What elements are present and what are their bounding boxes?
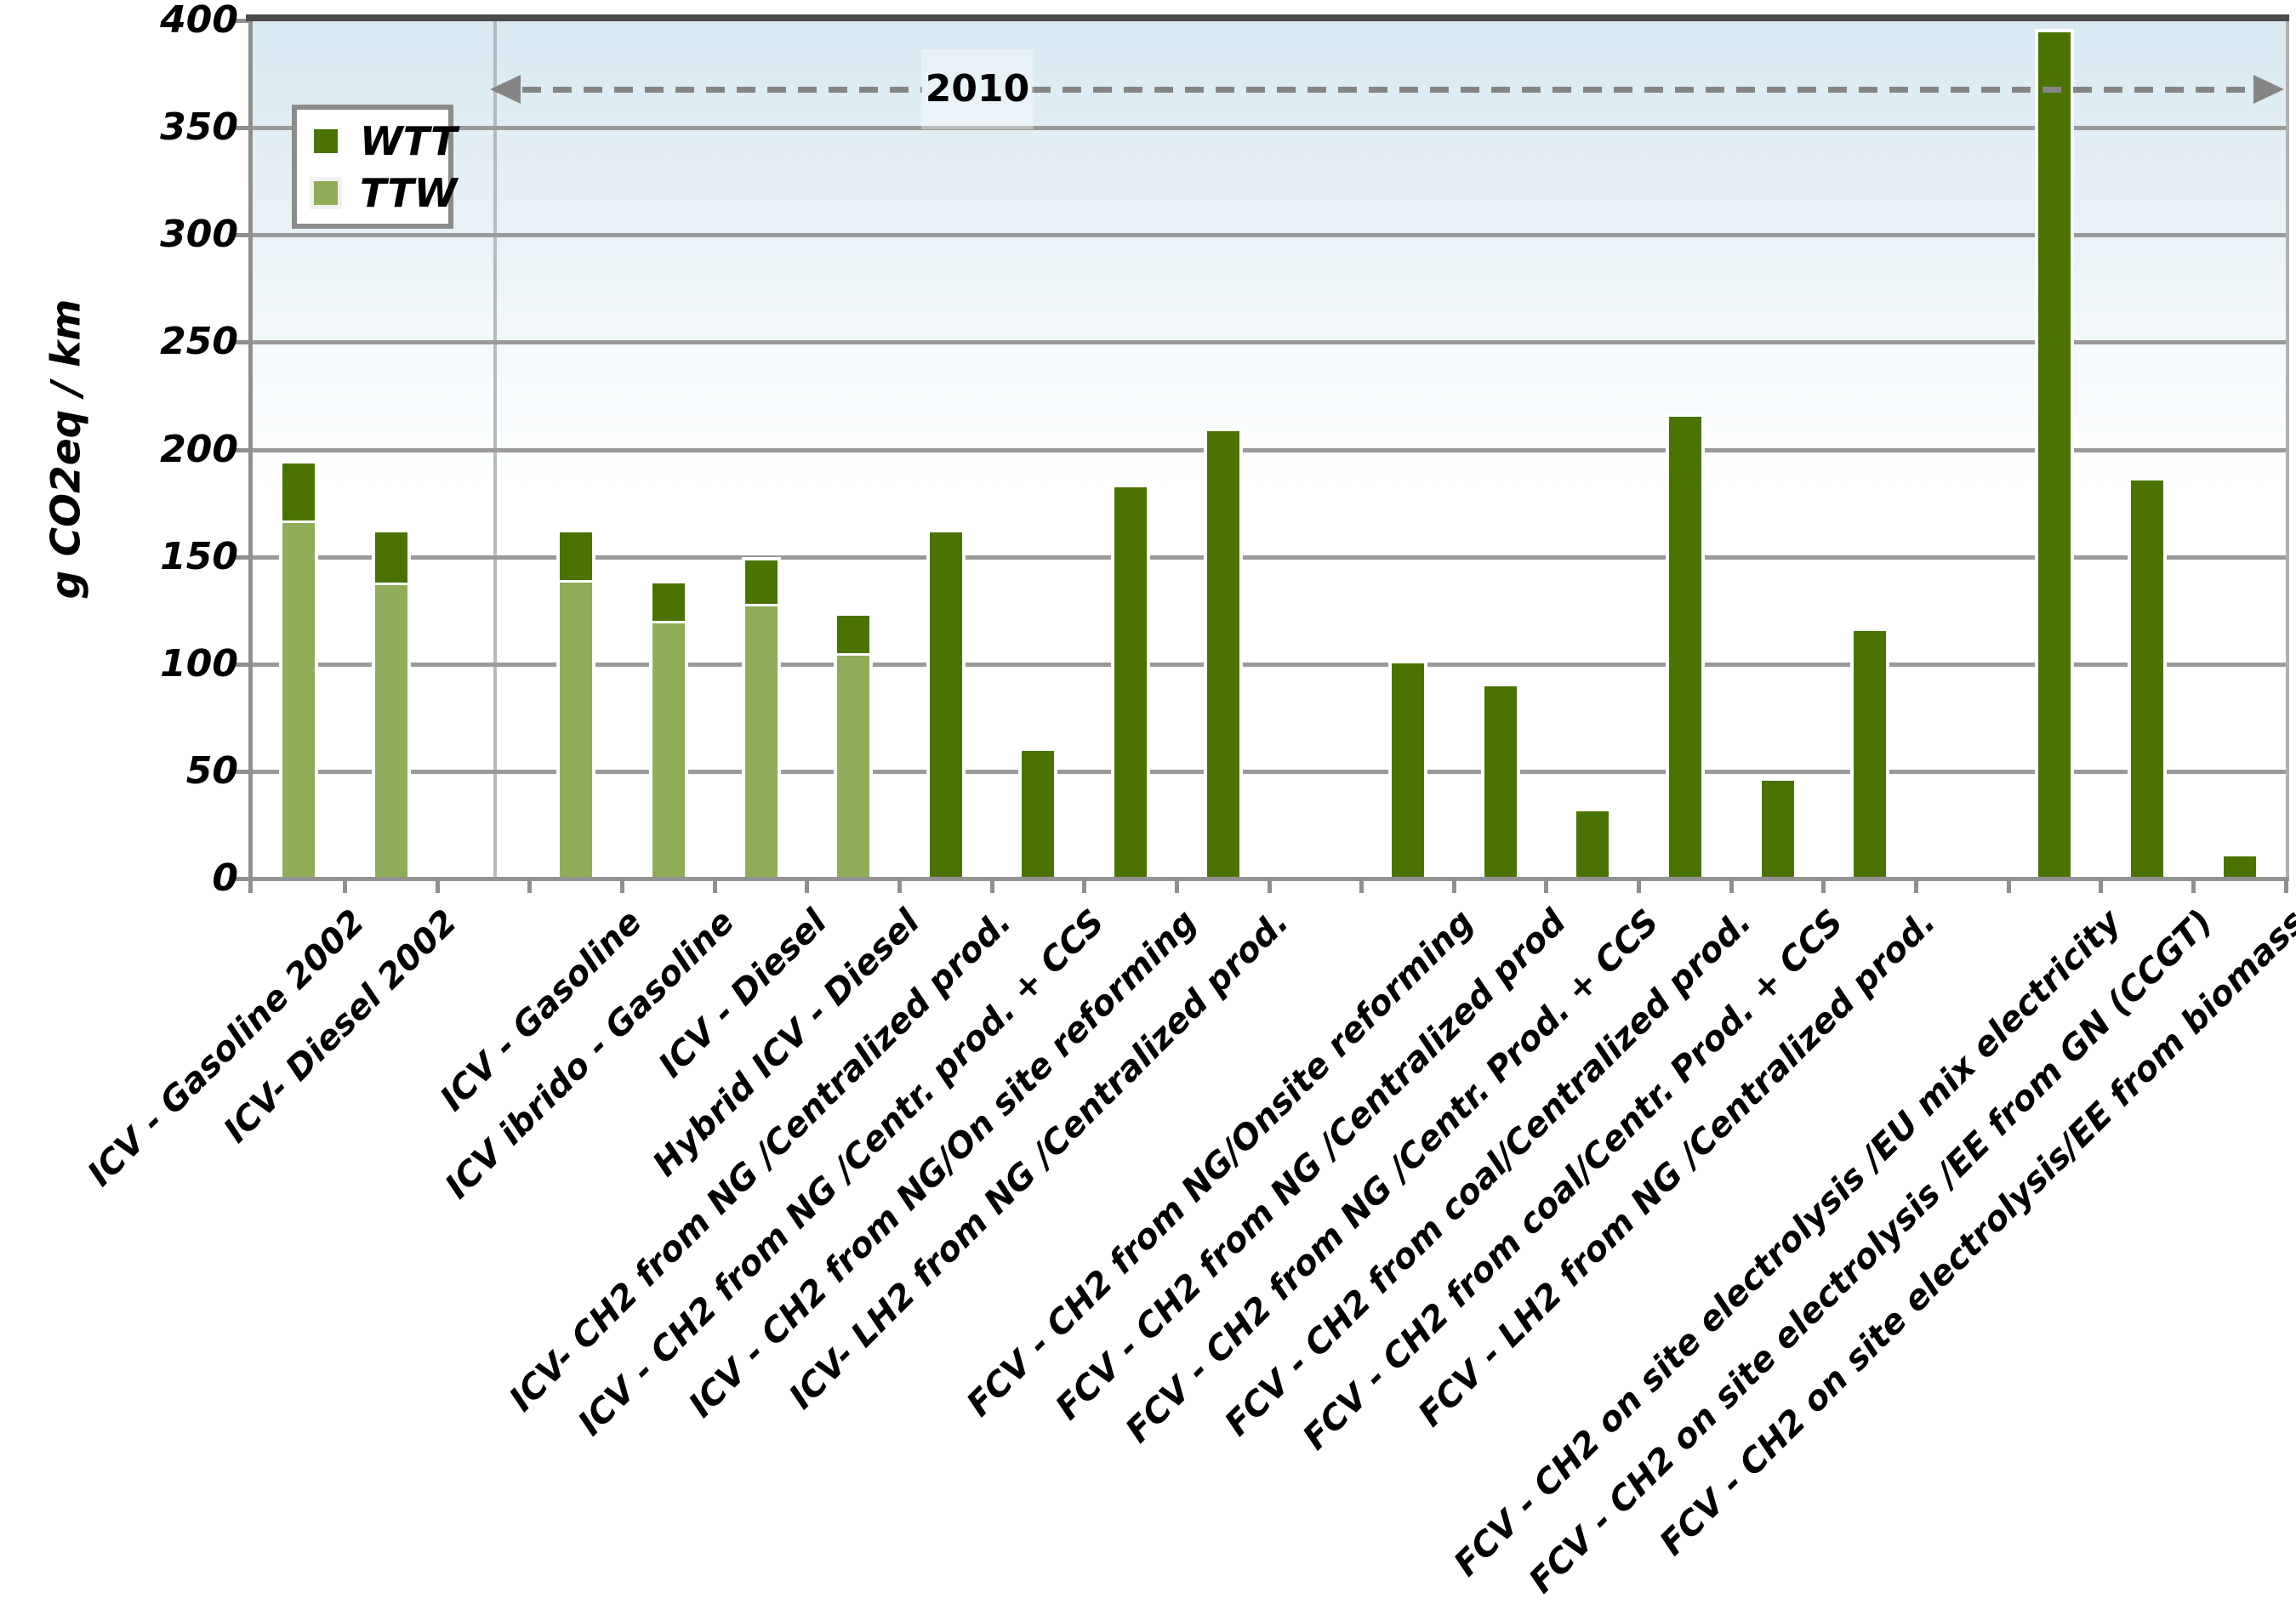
bar-4-wtt (741, 556, 781, 605)
y-tick-300 (235, 233, 249, 238)
x-tick-6 (805, 879, 810, 893)
bar-7-wtt (1018, 748, 1058, 879)
bar-18-wtt (2219, 852, 2259, 879)
year-arrow-dash-left (522, 87, 922, 93)
y-tick-0 (235, 877, 249, 881)
bar-8-wtt (1111, 483, 1151, 879)
gridline-50 (250, 769, 2286, 774)
x-tick-5 (712, 879, 717, 893)
gridline-350 (250, 126, 2286, 131)
x-tick-8 (989, 879, 994, 893)
y-tick-200 (235, 447, 249, 452)
x-tick-11 (1267, 879, 1272, 893)
y-tick-50 (235, 769, 249, 774)
y-tick-label-0: 0 (212, 856, 238, 900)
y-tick-label-250: 250 (160, 320, 238, 364)
x-tick-2 (435, 879, 440, 893)
legend-item-ttw: TTW (310, 170, 458, 216)
y-tick-label-100: 100 (160, 641, 238, 685)
x-tick-18 (1913, 879, 1918, 893)
x-tick-22 (2283, 879, 2288, 893)
y-tick-400 (235, 19, 249, 23)
y-tick-label-200: 200 (160, 427, 238, 471)
x-tick-12 (1359, 879, 1364, 893)
arrowhead-left-icon (490, 75, 521, 104)
bar-17-wtt (2128, 477, 2168, 879)
bar-6-wtt (926, 528, 966, 879)
x-tick-17 (1821, 879, 1826, 893)
bar-16-wtt (2035, 29, 2075, 879)
legend-label-wtt: WTT (360, 117, 458, 164)
bar-2-wtt (556, 528, 596, 581)
x-tick-7 (897, 879, 902, 893)
bar-13-wtt (1665, 412, 1705, 879)
legend-label-ttw: TTW (360, 169, 458, 216)
y-tick-label-350: 350 (160, 105, 238, 150)
bar-3-ttw (648, 621, 688, 879)
x-tick-19 (2006, 879, 2011, 893)
bar-0-wtt (279, 460, 319, 520)
y-tick-100 (235, 662, 249, 667)
bar-3-wtt (648, 580, 688, 622)
bar-5-wtt (834, 612, 874, 654)
bar-1-wtt (371, 528, 411, 583)
bar-0-ttw (279, 520, 319, 879)
y-tick-150 (235, 555, 249, 560)
year-arrow-dash-right (1032, 87, 2255, 93)
wtt-swatch-icon (314, 128, 338, 153)
x-tick-15 (1637, 879, 1642, 893)
bar-2-ttw (556, 580, 596, 879)
bar-15-wtt (1850, 627, 1890, 879)
bar-11-wtt (1480, 683, 1520, 879)
bar-5-ttw (834, 653, 874, 879)
x-tick-21 (2191, 879, 2196, 893)
y-tick-250 (235, 340, 249, 345)
x-tick-9 (1082, 879, 1087, 893)
bar-4-ttw (741, 604, 781, 879)
gridline-100 (250, 662, 2286, 667)
x-tick-16 (1729, 879, 1734, 893)
gridline-150 (250, 555, 2286, 560)
year-annotation: 2010 (921, 49, 1034, 129)
x-tick-3 (527, 879, 533, 893)
gridline-200 (250, 447, 2286, 452)
y-axis-line (248, 20, 253, 893)
gridline-250 (250, 340, 2286, 345)
y-tick-label-50: 50 (185, 748, 238, 793)
legend: WTT TTW (292, 105, 458, 229)
x-tick-13 (1451, 879, 1456, 893)
plot-right-border (2286, 20, 2289, 879)
bar-12-wtt (1573, 807, 1613, 879)
y-tick-label-150: 150 (160, 534, 238, 578)
arrowhead-right-icon (2253, 75, 2284, 104)
x-tick-1 (343, 879, 348, 893)
gridline-300 (250, 233, 2286, 238)
x-tick-14 (1544, 879, 1549, 893)
legend-item-wtt: WTT (314, 118, 458, 164)
x-tick-4 (620, 879, 625, 893)
ttw-swatch-icon (310, 176, 342, 209)
x-tick-20 (2099, 879, 2104, 893)
bar-14-wtt (1758, 777, 1797, 879)
plot-top-border (246, 14, 2289, 21)
x-tick-10 (1174, 879, 1179, 893)
bar-10-wtt (1387, 659, 1427, 879)
bar-1-ttw (371, 582, 411, 879)
bar-9-wtt (1203, 428, 1243, 879)
y-tick-label-300: 300 (160, 213, 238, 257)
y-tick-label-400: 400 (160, 0, 238, 42)
y-tick-350 (235, 126, 249, 131)
